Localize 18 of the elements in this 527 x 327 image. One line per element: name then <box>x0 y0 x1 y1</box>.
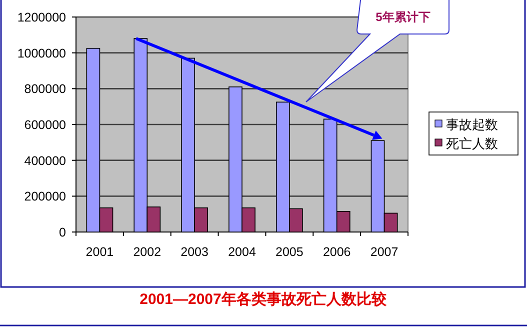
y-tick-label: 400000 <box>24 154 66 168</box>
x-tick-label: 2006 <box>322 245 351 259</box>
legend-label: 事故起数 <box>446 117 498 132</box>
y-tick-label: 1200000 <box>17 10 66 24</box>
y-tick-label: 800000 <box>24 82 66 96</box>
x-tick-label: 2003 <box>180 245 209 259</box>
x-tick-label: 2001 <box>86 245 114 259</box>
text: 2001—2007年各类事故死亡人数比较 <box>140 290 388 308</box>
x-tick-label: 2005 <box>276 245 304 259</box>
legend-label: 死亡人数 <box>446 136 498 151</box>
y-tick-label: 600000 <box>24 118 66 132</box>
y-tick-label: 0 <box>59 226 66 240</box>
y-tick-label: 200000 <box>24 190 66 204</box>
x-tick-label: 2002 <box>133 245 162 259</box>
y-tick-label: 1000000 <box>17 46 66 60</box>
x-tick-label: 2007 <box>370 245 398 259</box>
x-tick-label: 2004 <box>228 245 256 259</box>
annotation: 5年累计下 <box>376 10 430 24</box>
